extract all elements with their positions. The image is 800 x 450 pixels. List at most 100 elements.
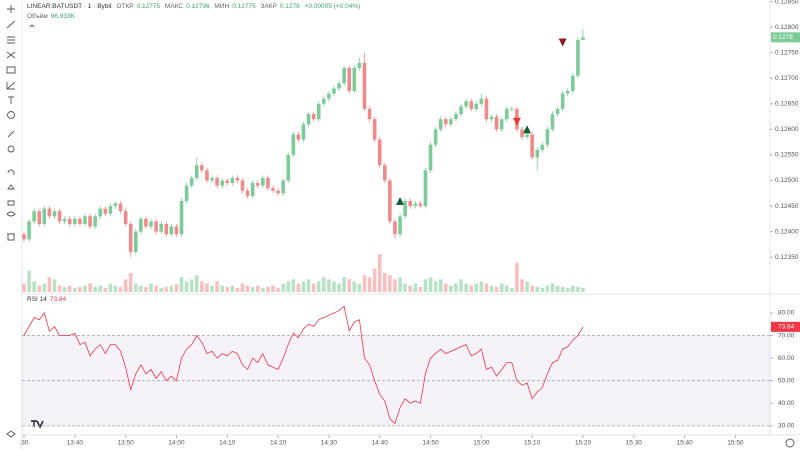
candle-body [403, 200, 407, 217]
line-tool[interactable] [6, 20, 16, 29]
volume-bar [149, 283, 153, 292]
delete-tool[interactable] [7, 233, 15, 241]
candle-body [98, 208, 103, 217]
volume-bar [515, 262, 519, 292]
candle-body [276, 190, 280, 194]
candle-body [484, 98, 489, 120]
lock-tool[interactable] [7, 200, 15, 206]
rsi-name: RSI 14 [27, 296, 47, 303]
candle-body [189, 177, 194, 186]
high-value: 0.12796 [186, 3, 210, 10]
volume-bar [388, 275, 392, 292]
toolbar-icons [6, 5, 795, 448]
brush-tool[interactable] [7, 130, 15, 138]
volume-bar [535, 286, 540, 292]
close-label: ЗАКР [260, 3, 277, 10]
candle-body [459, 106, 463, 115]
candle-body [113, 203, 118, 207]
visibility-tool[interactable] [6, 211, 16, 217]
candle-body [337, 83, 341, 89]
volume-bar [88, 283, 92, 292]
candle-body [352, 68, 357, 92]
fib-tool[interactable] [7, 36, 15, 44]
candle-body [144, 218, 148, 227]
y-tick-label: 0.12450 [775, 203, 799, 210]
candle-body [332, 88, 336, 94]
rsi-y-tick-label: 50.00 [778, 377, 795, 384]
volume-bar [408, 285, 413, 292]
volume-bar [98, 285, 103, 292]
candle-body [571, 75, 575, 92]
layers-button[interactable] [6, 430, 16, 438]
volume-bar [194, 275, 199, 292]
candle-body [438, 119, 443, 130]
rsi-line [23, 305, 584, 425]
volume-bar [184, 281, 189, 292]
volume-bar [306, 279, 311, 292]
x-tick-label: 14:00 [168, 440, 185, 447]
x-tick-label: 14:10 [219, 440, 236, 447]
projection-tool[interactable] [6, 66, 16, 74]
candle-body [271, 188, 275, 191]
volume-bar [520, 279, 524, 292]
signal-marker [558, 38, 567, 47]
candle-body [489, 116, 494, 120]
text-tool[interactable] [8, 96, 14, 104]
draw-mode-tool[interactable] [7, 184, 15, 190]
candle-body [37, 211, 42, 224]
collapse-button[interactable] [29, 24, 35, 28]
pattern-tool[interactable] [6, 51, 16, 59]
y-tick-label: 0.12700 [775, 75, 799, 82]
close-value: 0.1278 [279, 3, 300, 10]
y-tick-label: 0.12500 [775, 177, 799, 184]
volume-bar [255, 285, 260, 292]
candle-body [494, 116, 499, 130]
icon-tool[interactable] [7, 111, 15, 119]
candle-body [316, 103, 321, 120]
measure-tool[interactable] [6, 81, 16, 90]
candle-body [154, 221, 158, 232]
volume-bar [240, 283, 245, 292]
volume-bar [347, 279, 352, 292]
candle-body [423, 170, 428, 207]
volume-bar [220, 285, 224, 292]
candle-body [266, 177, 270, 189]
candle-body [327, 93, 331, 99]
candle-body [443, 119, 448, 125]
candle-body [149, 221, 153, 227]
last-price-label: 0.1278 [773, 34, 793, 41]
volume-bar [459, 279, 463, 292]
x-tick-label: 13:50 [117, 440, 134, 447]
volume-bar [372, 268, 377, 292]
rsi-y-tick-label: 70.00 [778, 332, 795, 339]
candle-body [235, 177, 240, 181]
volume-bar [555, 285, 560, 292]
candle-body [357, 62, 362, 69]
volume-bar [47, 277, 52, 292]
volume-bar [189, 279, 194, 292]
candle-body [88, 216, 92, 227]
candle-body [388, 180, 392, 222]
volume-bar [377, 254, 382, 292]
candle-body [184, 185, 189, 201]
zoom-tool[interactable] [7, 145, 15, 153]
candle-body [108, 206, 113, 214]
volume-bar [316, 281, 321, 292]
high-label: МАКС [164, 3, 184, 10]
volume-bar [576, 286, 580, 292]
candle-body [230, 177, 235, 184]
candle-body [174, 226, 179, 235]
magnet-tool[interactable] [7, 169, 15, 175]
candle-body [240, 180, 245, 191]
volume-bar [128, 273, 133, 292]
volume-bar [464, 283, 468, 292]
candle-body [499, 119, 504, 130]
candle-body [504, 108, 509, 120]
volume-bar [225, 286, 230, 292]
volume-bar [489, 285, 494, 292]
volume-bar [418, 286, 423, 292]
y-tick-label: 0.12600 [775, 126, 799, 133]
settings-button[interactable] [785, 438, 795, 448]
candle-body [550, 114, 555, 130]
crosshair-tool[interactable] [7, 5, 15, 13]
